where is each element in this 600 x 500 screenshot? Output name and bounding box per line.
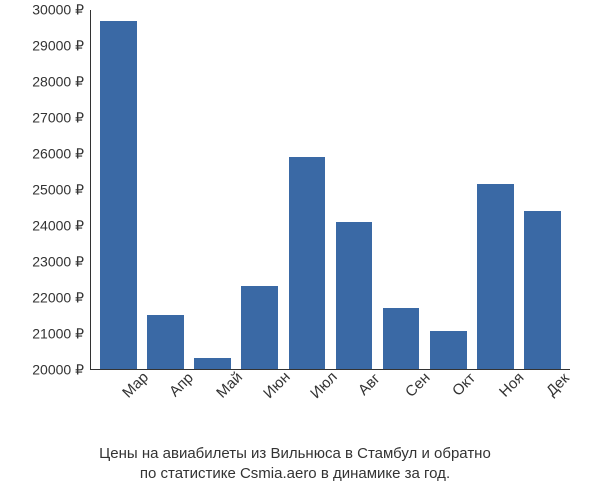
x-tick-label: Ноя xyxy=(490,376,521,407)
x-tick-label: Авг xyxy=(349,376,378,405)
y-tick-label: 30000 ₽ xyxy=(32,2,84,19)
bar xyxy=(477,184,514,369)
y-axis: 20000 ₽21000 ₽22000 ₽23000 ₽24000 ₽25000… xyxy=(10,10,88,370)
bar xyxy=(100,21,137,369)
caption-line-2: по статистике Csmia.aero в динамике за г… xyxy=(140,465,450,482)
y-tick-label: 20000 ₽ xyxy=(32,362,84,379)
x-tick-label: Дек xyxy=(537,376,567,406)
x-tick-label: Июн xyxy=(253,376,286,409)
bar xyxy=(524,211,561,369)
y-tick-label: 22000 ₽ xyxy=(32,290,84,307)
x-label-slot: Июл xyxy=(283,370,330,440)
bar xyxy=(430,331,467,369)
x-label-slot: Апр xyxy=(141,370,188,440)
y-tick-label: 25000 ₽ xyxy=(32,182,84,199)
bar-slot xyxy=(519,10,566,369)
bar-slot xyxy=(142,10,189,369)
y-tick-label: 28000 ₽ xyxy=(32,74,84,91)
bar-slot xyxy=(330,10,377,369)
x-tick-label: Апр xyxy=(159,376,190,407)
plot-area xyxy=(90,10,570,370)
bar-slot xyxy=(236,10,283,369)
x-tick-label: Окт xyxy=(443,376,473,406)
y-tick-label: 26000 ₽ xyxy=(32,146,84,163)
bar-slot xyxy=(425,10,472,369)
x-label-slot: Авг xyxy=(330,370,377,440)
x-tick-label: Май xyxy=(206,376,239,409)
x-label-slot: Ноя xyxy=(472,370,519,440)
x-tick-label: Сен xyxy=(395,376,426,407)
chart-caption: Цены на авиабилеты из Вильнюса в Стамбул… xyxy=(10,444,580,485)
bar-slot xyxy=(378,10,425,369)
bar xyxy=(147,315,184,369)
x-label-slot: Сен xyxy=(377,370,424,440)
bar-slot xyxy=(189,10,236,369)
x-label-slot: Июн xyxy=(236,370,283,440)
plot-wrap: 20000 ₽21000 ₽22000 ₽23000 ₽24000 ₽25000… xyxy=(90,10,570,370)
y-tick-label: 23000 ₽ xyxy=(32,254,84,271)
bar xyxy=(241,286,278,369)
price-chart: 20000 ₽ 21000 ₽ 22000 ₽ 23000 ₽ 24000 ₽ 25000… xyxy=(0,0,600,500)
x-label-slot: Окт xyxy=(424,370,471,440)
bar-slot xyxy=(472,10,519,369)
x-tick-label: Мар xyxy=(112,376,145,409)
y-tick-label: 24000 ₽ xyxy=(32,218,84,235)
x-label-slot: Мар xyxy=(94,370,141,440)
x-axis: МарАпрМайИюнИюлАвгСенОктНояДек xyxy=(90,370,570,440)
y-tick-label: 27000 ₽ xyxy=(32,110,84,127)
y-tick-label: 21000 ₽ xyxy=(32,326,84,343)
x-tick-label: Июл xyxy=(300,376,334,410)
bar xyxy=(194,358,231,369)
x-label-slot: Дек xyxy=(519,370,566,440)
bar-slot xyxy=(283,10,330,369)
y-tick-label: 29000 ₽ xyxy=(32,38,84,55)
bar xyxy=(289,157,326,369)
bar xyxy=(336,222,373,369)
bar xyxy=(383,308,420,369)
bar-slot xyxy=(95,10,142,369)
x-label-slot: Май xyxy=(188,370,235,440)
caption-line-1: Цены на авиабилеты из Вильнюса в Стамбул… xyxy=(99,445,491,462)
